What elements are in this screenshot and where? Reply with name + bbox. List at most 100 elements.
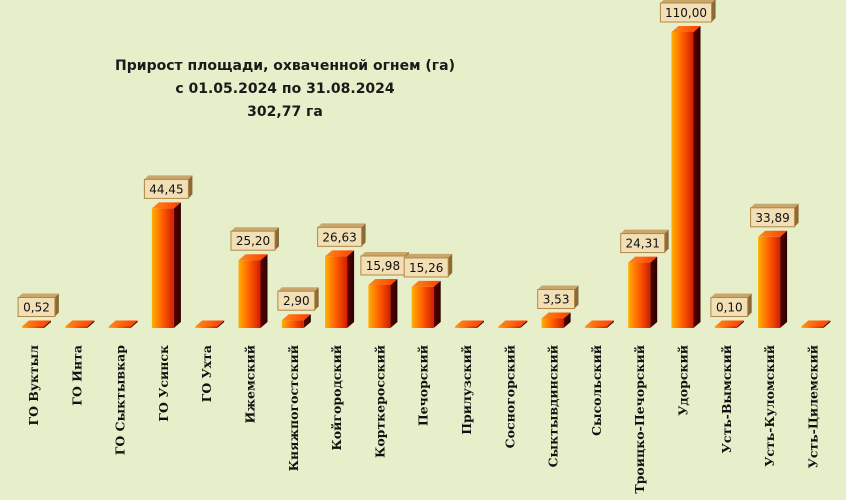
bar — [238, 254, 268, 328]
bar-top — [455, 320, 484, 327]
bar-front — [758, 236, 781, 328]
bar-side — [217, 320, 225, 328]
data-label: 15,98 — [360, 251, 409, 276]
category-label: Усть-Куломский — [762, 345, 777, 467]
bar — [758, 230, 788, 328]
category-label: Сыктывдинский — [546, 345, 561, 467]
bar-side — [736, 320, 744, 328]
category-label: ГО Сыктывкар — [113, 345, 128, 455]
bar-front — [108, 326, 131, 328]
data-label-text: 15,26 — [409, 261, 443, 275]
data-label-text: 33,89 — [755, 211, 789, 225]
bar-top — [151, 202, 181, 209]
bar-side — [173, 202, 181, 328]
bar-front — [281, 320, 304, 328]
bar — [541, 312, 571, 328]
data-label-depth — [711, 0, 716, 22]
bar-top — [368, 278, 398, 285]
category-label: Ижемский — [243, 345, 258, 423]
bar — [411, 280, 441, 328]
data-label-box — [143, 178, 189, 199]
data-label-depth-top — [231, 227, 279, 232]
data-label: 3,53 — [537, 285, 579, 310]
bar-front — [195, 326, 218, 328]
bar-top — [584, 320, 614, 327]
bar-side — [87, 320, 95, 328]
bar-top — [325, 250, 355, 257]
data-label-text: 25,20 — [236, 234, 270, 248]
bar — [584, 320, 614, 328]
data-label-box — [537, 289, 576, 310]
data-label-depth — [54, 293, 59, 317]
bar-front — [325, 256, 348, 328]
category-label: ГО Инта — [69, 345, 84, 406]
data-label-text: 15,98 — [366, 259, 400, 273]
data-label-depth — [275, 227, 279, 251]
bar-top — [411, 280, 441, 287]
data-label-box — [403, 257, 449, 278]
category-axis: ГО Вуктыл ГО Инта ГО Сыктывкар ГО Усинск ГО … — [26, 345, 820, 494]
data-label-text: 110,00 — [665, 6, 707, 20]
bar-side — [650, 256, 658, 328]
bar-front — [584, 326, 607, 328]
data-label-box — [317, 226, 363, 247]
bar-top — [65, 320, 95, 327]
category-label: Троицко-Печорский — [632, 345, 647, 494]
category-label: ГО Вуктыл — [26, 345, 41, 426]
category-label: Койгородский — [329, 345, 344, 451]
bar — [151, 202, 181, 328]
data-label-box — [277, 290, 316, 311]
data-label: 0,10 — [710, 293, 752, 317]
data-label-box — [659, 2, 713, 23]
chart-title: Прирост площади, охваченной огнем (га) с… — [115, 58, 455, 120]
category-label: Удорский — [676, 345, 691, 416]
data-label-depth-top — [537, 285, 579, 290]
data-label: 0,52 — [17, 293, 59, 317]
bar — [368, 278, 398, 328]
category-label: Сысольский — [589, 345, 604, 436]
data-label-depth-top — [620, 229, 669, 234]
bar-side — [390, 278, 398, 328]
data-label: 25,20 — [230, 227, 279, 251]
data-labels: 0,52 44,45 25,20 2,90 26,63 15,98 15,26 3,53 24,… — [17, 0, 799, 317]
bar — [714, 320, 744, 328]
bar-front — [455, 326, 477, 328]
bar — [455, 320, 484, 328]
bar — [195, 320, 225, 328]
data-label-depth-top — [18, 293, 59, 298]
bar-side — [563, 312, 571, 328]
bar — [325, 250, 355, 328]
bar-front — [238, 260, 261, 328]
bar-top — [498, 320, 528, 327]
category-label: Княжпогостский — [286, 345, 301, 471]
bar — [671, 26, 701, 328]
bar-top — [195, 320, 225, 327]
category-label: Усть-Цилемский — [805, 345, 820, 468]
bar-side — [823, 320, 831, 328]
bar-side — [693, 26, 701, 328]
bar-front — [541, 318, 564, 328]
data-label-text: 0,10 — [716, 301, 743, 315]
bar-side — [260, 254, 268, 328]
bars — [22, 26, 831, 328]
bar-side — [347, 250, 355, 328]
data-label-depth — [574, 285, 579, 309]
bar-front — [65, 326, 88, 328]
bar — [65, 320, 95, 328]
bar-top — [238, 254, 268, 261]
bar — [801, 320, 831, 328]
data-label-depth — [747, 293, 752, 317]
data-label-depth-top — [317, 223, 366, 228]
bar — [628, 256, 658, 328]
bar-top — [714, 320, 744, 327]
category-label: ГО Усинск — [156, 345, 171, 422]
bar-side — [130, 320, 138, 328]
data-label: 33,89 — [750, 203, 799, 228]
data-label-depth — [794, 203, 799, 227]
data-label-depth — [448, 253, 453, 277]
data-label: 44,45 — [143, 175, 193, 199]
category-label: Корткеросский — [372, 345, 387, 458]
data-label-depth — [664, 229, 669, 253]
data-label-text: 0,52 — [23, 301, 50, 315]
